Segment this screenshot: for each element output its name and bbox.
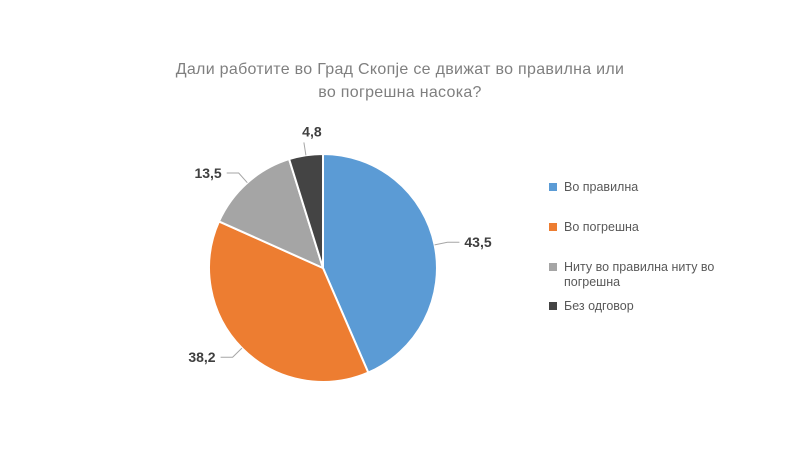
data-label: 4,8	[302, 123, 322, 139]
legend-marker-square-icon	[549, 263, 557, 271]
legend-item-bez-odgovor: Без одговор	[549, 299, 734, 314]
legend-marker-square-icon	[549, 223, 557, 231]
legend-marker-square-icon	[549, 302, 557, 310]
leader-line	[220, 347, 243, 358]
chart-legend: Во правилна Во погрешна Ниту во правилна…	[549, 180, 734, 314]
pie-slice-1	[208, 220, 370, 383]
legend-label: Ниту во правилна ниту во погрешна	[564, 260, 715, 289]
leader-line	[226, 172, 248, 184]
legend-label: Во правилна	[564, 180, 639, 194]
legend-marker-square-icon	[549, 183, 557, 191]
data-label: 38,2	[188, 349, 215, 365]
data-label: 43,5	[464, 234, 491, 250]
legend-item-vo-pravilna: Во правилна	[549, 180, 734, 195]
data-label: 13,5	[194, 165, 221, 181]
legend-label: Во погрешна	[564, 220, 639, 234]
leader-line	[434, 241, 460, 246]
legend-item-nitu-vo-pravilna-nitu-vo-pogreshna: Ниту во правилна ниту во погрешна	[549, 260, 734, 290]
legend-item-vo-pogreshna: Во погрешна	[549, 220, 734, 235]
chart-title: Дали работите во Град Скопје се движат в…	[175, 61, 625, 101]
legend-label: Без одговор	[564, 299, 634, 313]
leader-line	[303, 142, 307, 156]
